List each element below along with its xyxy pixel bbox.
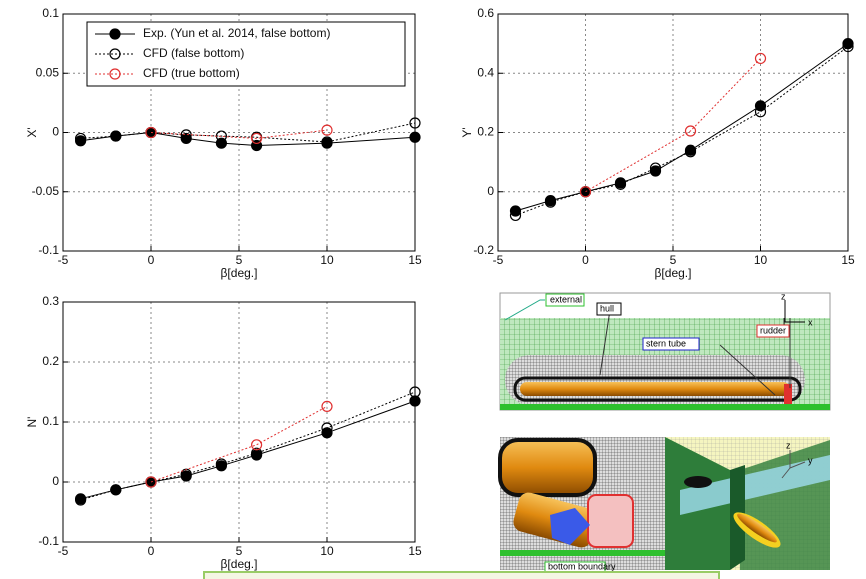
mesh-bottom-right: z y bbox=[665, 437, 830, 570]
x-tick-label: 15 bbox=[841, 253, 855, 267]
series-line bbox=[516, 44, 849, 211]
y-axis-label: N' bbox=[25, 417, 39, 428]
y-tick-label: -0.1 bbox=[38, 534, 59, 548]
legend-label: Exp. (Yun et al. 2014, false bottom) bbox=[143, 26, 330, 40]
mesh-label: z bbox=[786, 440, 791, 450]
y-tick-label: -0.1 bbox=[38, 243, 59, 257]
x-tick-label: 10 bbox=[754, 253, 768, 267]
x-tick-label: 5 bbox=[236, 253, 243, 267]
y-tick-label: -0.05 bbox=[32, 184, 60, 198]
legend-marker bbox=[110, 29, 120, 39]
chart: -5 0 5 10 15 -0.1 0 0.1 0.2 0.3 β[deg.] N' bbox=[25, 294, 422, 571]
figure: external hull stern tube rudder z x bott… bbox=[0, 0, 866, 579]
data-point bbox=[410, 132, 420, 142]
mesh-label: y bbox=[808, 455, 813, 465]
series-line bbox=[81, 392, 415, 500]
x-axis-label: β[deg.] bbox=[655, 266, 692, 280]
chart: -5 0 5 10 15 -0.2 0 0.2 0.4 0.6 β[deg.] Y' bbox=[460, 6, 855, 280]
y-tick-label: -0.2 bbox=[473, 243, 494, 257]
x-axis-label: β[deg.] bbox=[221, 266, 258, 280]
y-tick-label: 0.1 bbox=[42, 6, 59, 20]
data-point bbox=[76, 136, 86, 146]
y-tick-label: 0.3 bbox=[42, 294, 59, 308]
x-axis-label: β[deg.] bbox=[221, 557, 258, 571]
y-tick-label: 0.6 bbox=[477, 6, 494, 20]
mesh-label: external bbox=[550, 294, 582, 304]
series-line bbox=[81, 133, 415, 146]
legend-label: CFD (false bottom) bbox=[143, 46, 244, 60]
x-tick-label: 0 bbox=[582, 253, 589, 267]
mesh-label: bottom boundary bbox=[548, 561, 616, 571]
x-tick-label: 5 bbox=[236, 544, 243, 558]
x-tick-label: -5 bbox=[58, 544, 69, 558]
y-tick-label: 0 bbox=[487, 184, 494, 198]
x-tick-label: 0 bbox=[148, 544, 155, 558]
y-tick-label: 0.2 bbox=[42, 354, 59, 368]
mesh-top: external hull stern tube rudder z x bbox=[500, 291, 830, 410]
series-line bbox=[516, 47, 849, 216]
x-tick-label: 10 bbox=[320, 253, 334, 267]
mesh-label: stern tube bbox=[646, 338, 686, 348]
y-tick-label: 0.1 bbox=[42, 414, 59, 428]
x-tick-label: -5 bbox=[58, 253, 69, 267]
caption-box bbox=[204, 572, 719, 579]
x-tick-label: 15 bbox=[408, 544, 422, 558]
x-tick-label: -5 bbox=[493, 253, 504, 267]
series-line bbox=[81, 401, 415, 499]
mesh-label: z bbox=[781, 291, 786, 301]
y-axis-label: X' bbox=[25, 127, 39, 137]
x-tick-label: 0 bbox=[148, 253, 155, 267]
mesh-bottom-left: bottom boundary bbox=[500, 437, 665, 572]
x-tick-label: 10 bbox=[320, 544, 334, 558]
data-point bbox=[756, 101, 766, 111]
legend-label: CFD (true bottom) bbox=[143, 66, 240, 80]
mesh-label: x bbox=[808, 317, 813, 327]
mesh-label: hull bbox=[600, 303, 614, 313]
y-tick-label: 0 bbox=[52, 125, 59, 139]
x-tick-label: 5 bbox=[670, 253, 677, 267]
y-tick-label: 0.05 bbox=[36, 65, 60, 79]
y-tick-label: 0 bbox=[52, 474, 59, 488]
y-tick-label: 0.4 bbox=[477, 65, 494, 79]
y-axis-label: Y' bbox=[460, 127, 474, 137]
y-tick-label: 0.2 bbox=[477, 125, 494, 139]
mesh-label: rudder bbox=[760, 325, 786, 335]
x-tick-label: 15 bbox=[408, 253, 422, 267]
chart: -5 0 5 10 15 -0.1 -0.05 0 0.05 0.1 β[deg.] X' Exp. (… bbox=[25, 6, 422, 280]
